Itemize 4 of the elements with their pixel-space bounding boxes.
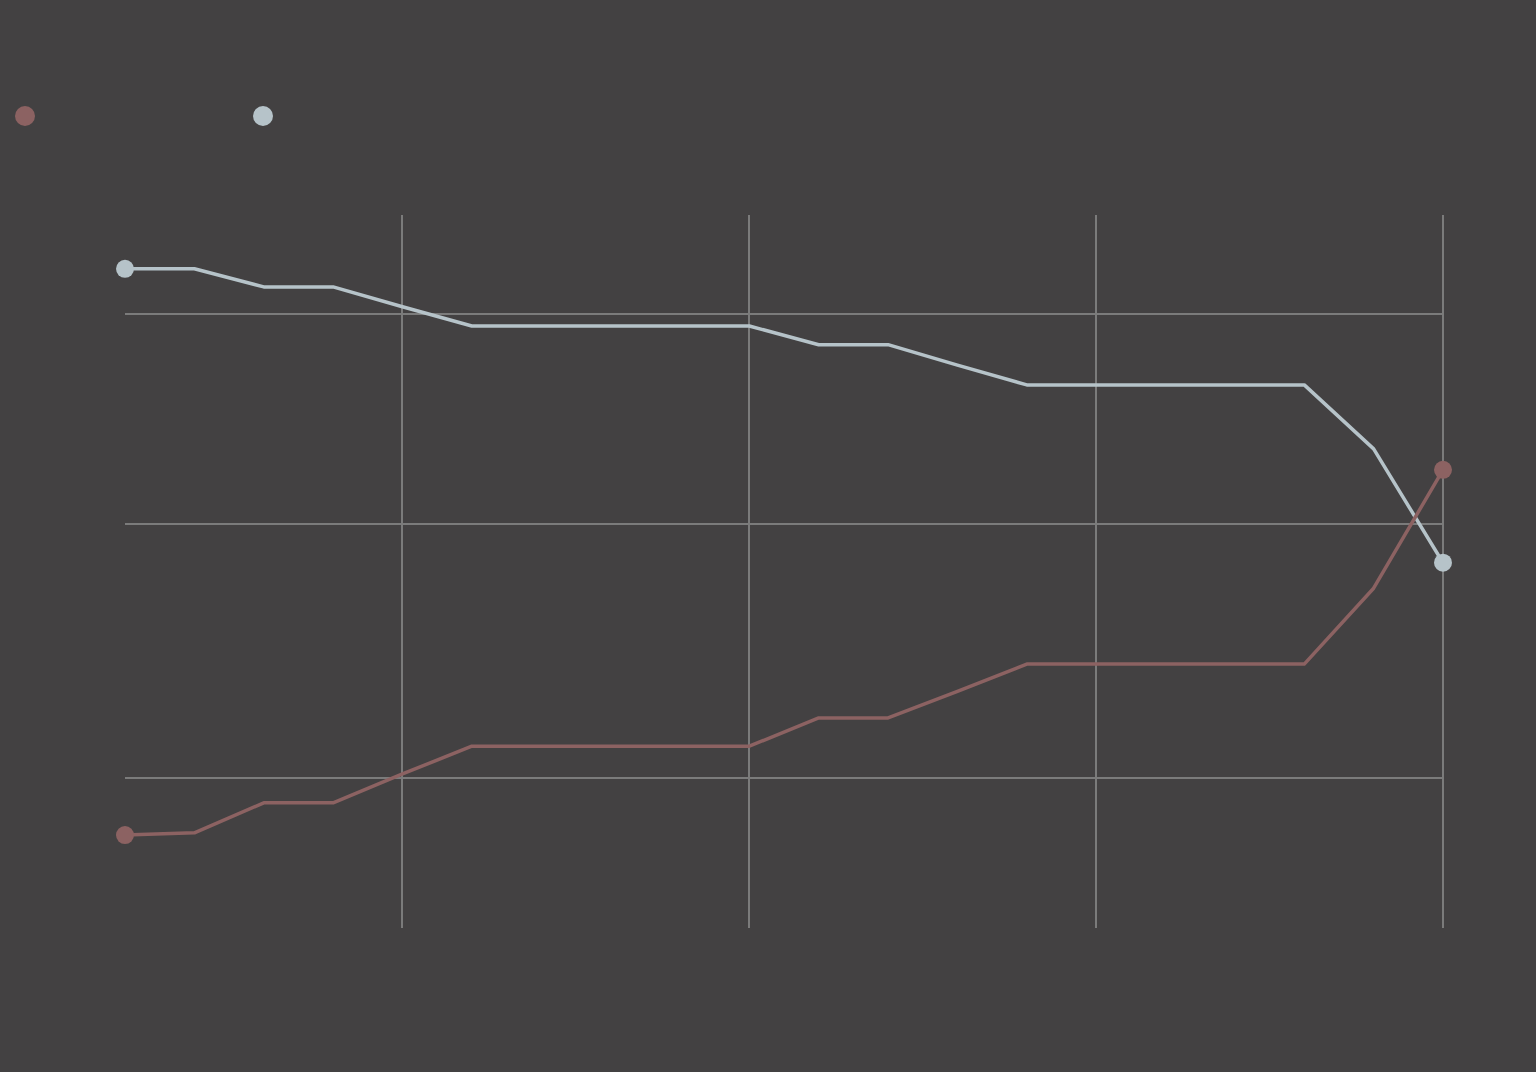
point bbox=[1434, 460, 1452, 479]
point bbox=[1434, 553, 1452, 572]
point bbox=[116, 826, 134, 845]
point bbox=[116, 259, 134, 278]
